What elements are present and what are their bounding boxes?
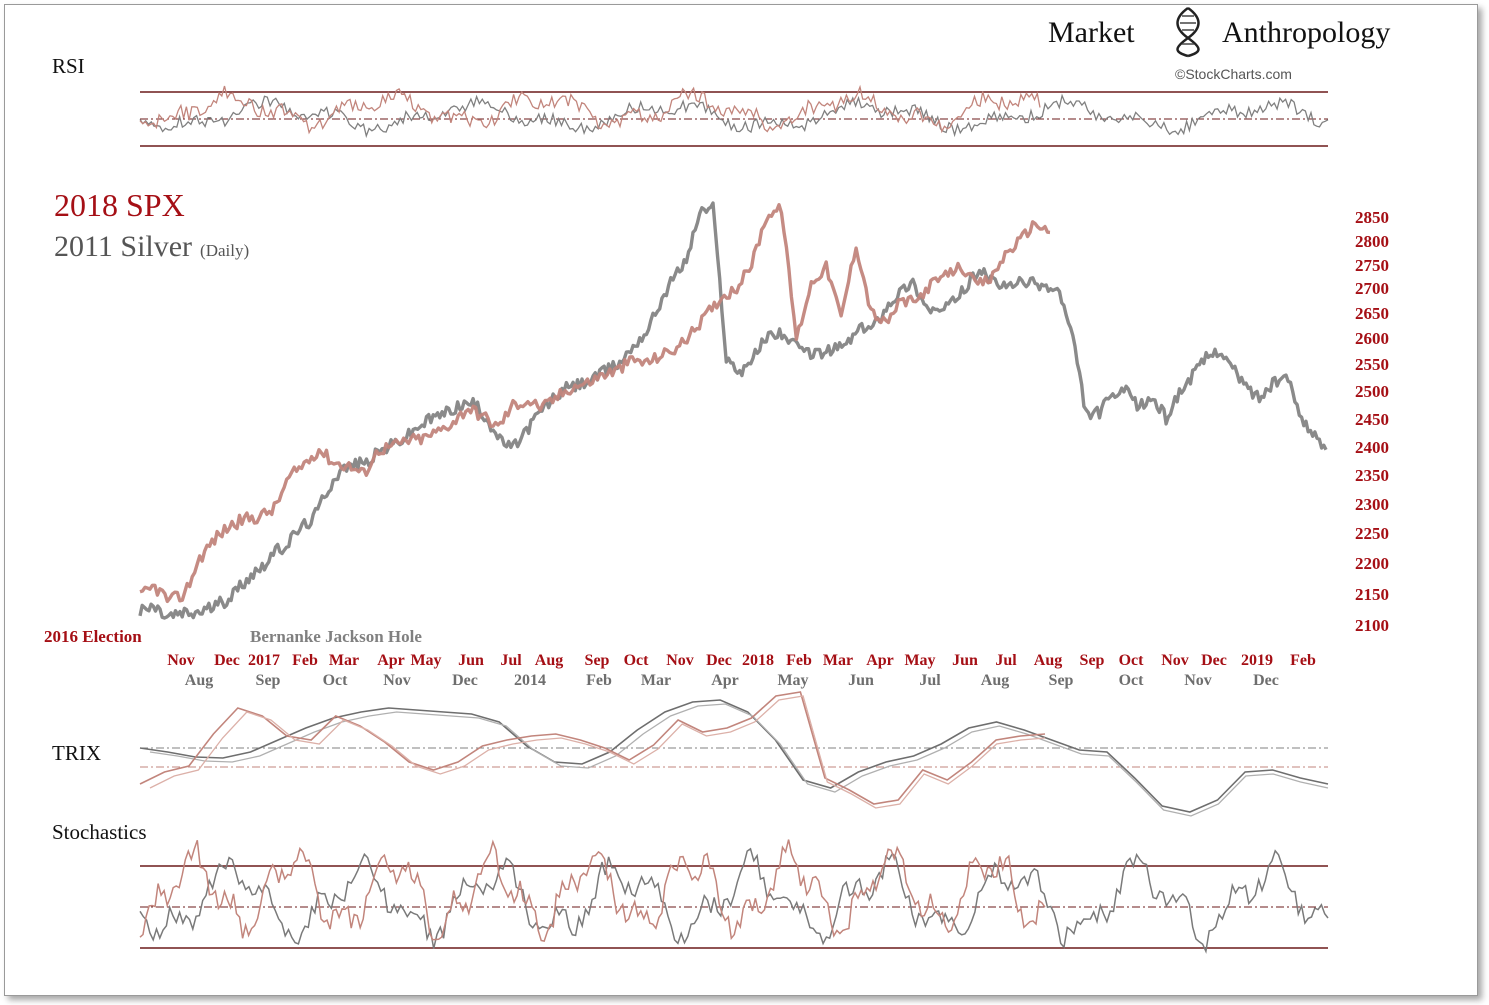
chart-title-spx: 2018 SPX [54,187,185,223]
annotation-jackson-hole: Bernanke Jackson Hole [250,627,422,646]
rsi-silver-line [139,93,1329,139]
x-tick-label-spx: Nov [666,652,694,669]
x-tick-label-silver: Aug [981,672,1009,689]
x-tick-label-spx: Apr [377,652,405,669]
x-tick-label-spx: Jul [500,652,522,669]
x-tick-label-spx: Sep [1080,652,1105,669]
y-tick-label: 2750 [1355,256,1389,275]
x-tick-label-spx: Sep [585,652,610,669]
annotation-election: 2016 Election [44,627,142,646]
x-tick-label-silver: Aug [185,672,213,689]
trix-label: TRIX [52,741,101,765]
x-tick-label-spx: Dec [706,652,732,669]
x-tick-label-spx: Jun [952,652,978,669]
y-tick-label: 2300 [1355,495,1389,514]
y-tick-label: 2450 [1355,410,1389,429]
x-tick-label-silver: May [777,672,808,689]
x-tick-label-spx: May [904,652,935,669]
trix-panel [139,691,1329,817]
spx-price-series [139,203,1051,604]
x-tick-label-spx: May [410,652,441,669]
x-tick-label-spx: Dec [214,652,240,669]
x-tick-label-spx: Aug [535,652,563,669]
title-silver-main: 2011 Silver [54,230,192,263]
x-tick-label-spx: Nov [167,652,195,669]
x-axis-spx-labels: Nov Dec 2017 Feb Mar Apr May Jun Jul Aug Sep Oct Nov… [167,652,1316,669]
y-tick-label: 2700 [1355,279,1389,298]
y-tick-label: 2250 [1355,524,1389,543]
stochastics-panel [139,839,1329,954]
y-tick-label: 2150 [1355,585,1389,604]
y-tick-label: 2800 [1355,232,1389,251]
x-tick-label-spx: Aug [1034,652,1062,669]
x-tick-label-spx: 2019 [1241,652,1273,669]
x-tick-label-silver: Oct [323,672,349,689]
y-axis-labels: 2850 2800 2750 2700 2650 2600 2550 2500 2450 2400… [1355,208,1389,635]
price-panel: 2850 2800 2750 2700 2650 2600 2550 2500 2450 2400… [44,201,1389,689]
stochastics-spx-line [139,839,1046,942]
x-tick-label-silver: Feb [586,672,612,689]
rsi-panel [139,84,1329,147]
x-tick-label-spx: Nov [1161,652,1189,669]
x-tick-label-silver: Sep [256,672,281,689]
stochastics-silver-line [139,847,1329,954]
y-tick-label: 2350 [1355,466,1389,485]
x-tick-label-silver: Nov [383,672,411,689]
x-tick-label-silver: Sep [1049,672,1074,689]
x-tick-label-spx: Dec [1201,652,1227,669]
y-tick-label: 2100 [1355,616,1389,635]
y-tick-label: 2400 [1355,438,1389,457]
y-tick-label: 2200 [1355,554,1389,573]
chart-frame [4,4,1478,996]
x-tick-label-silver: Jul [919,672,941,689]
x-tick-label-silver: Apr [711,672,739,689]
x-tick-label-silver: Dec [452,672,478,689]
x-tick-label-silver: Jun [848,672,874,689]
x-tick-label-spx: 2018 [742,652,774,669]
x-tick-label-spx: Mar [823,652,853,669]
x-tick-label-spx: 2017 [248,652,280,669]
x-tick-label-spx: Jul [995,652,1017,669]
stochastics-label: Stochastics [52,820,147,844]
x-tick-label-silver: Oct [1119,672,1145,689]
x-tick-label-spx: Jun [458,652,484,669]
y-tick-label: 2500 [1355,382,1389,401]
x-tick-label-silver: 2014 [514,672,546,689]
x-tick-label-spx: Mar [329,652,359,669]
silver-price-series [138,201,1328,620]
title-silver-suffix: (Daily) [200,241,249,260]
chart-title-silver: 2011 Silver (Daily) [54,230,249,263]
brand-header: Market Anthropology ©StockCharts.com [1048,6,1390,82]
y-tick-label: 2650 [1355,304,1389,323]
x-tick-label-spx: Oct [1119,652,1145,669]
rsi-spx-line [139,84,1041,135]
x-tick-label-spx: Feb [786,652,812,669]
dna-helix-icon [1176,6,1200,58]
y-tick-label: 2850 [1355,208,1389,227]
x-tick-label-silver: Mar [641,672,671,689]
x-tick-label-silver: Nov [1184,672,1212,689]
stockcharts-credit: ©StockCharts.com [1175,66,1292,82]
y-tick-label: 2550 [1355,355,1389,374]
trix-spx-signal-line [149,695,1046,809]
x-tick-label-silver: Dec [1253,672,1279,689]
rsi-label: RSI [52,54,85,78]
brand-name-right: Anthropology [1222,16,1390,49]
y-tick-label: 2600 [1355,329,1389,348]
brand-name-left: Market [1048,16,1135,49]
x-tick-label-spx: Feb [1290,652,1316,669]
x-tick-label-spx: Feb [292,652,318,669]
x-axis-silver-labels: Aug Sep Oct Nov Dec 2014 Feb Mar Apr May Jun Jul Aug… [185,672,1279,689]
x-tick-label-spx: Oct [624,652,650,669]
x-tick-label-spx: Apr [866,652,894,669]
